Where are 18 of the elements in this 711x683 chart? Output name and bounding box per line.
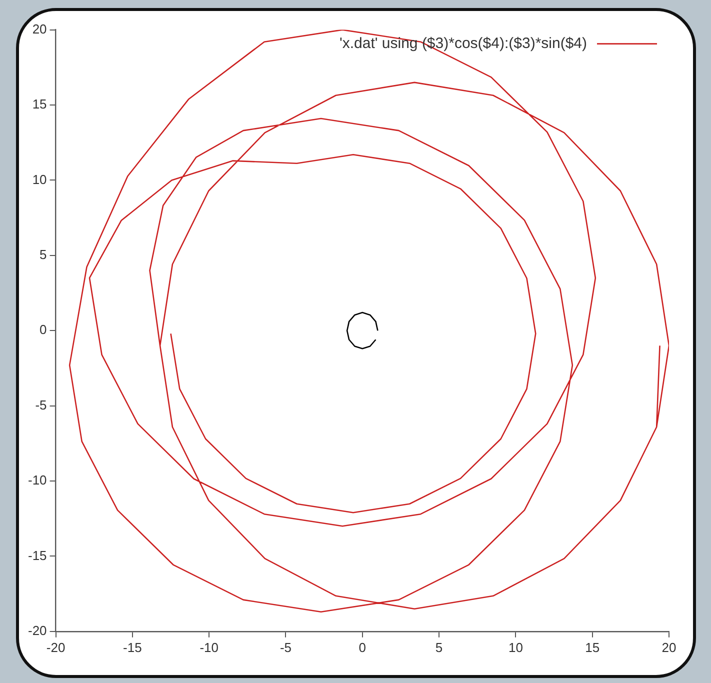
- legend-label: 'x.dat' using ($3)*cos($4):($3)*sin($4): [340, 34, 588, 52]
- y-tick-label: -20: [28, 622, 47, 638]
- y-tick-label: 20: [32, 21, 47, 36]
- y-tick-label: -10: [28, 472, 47, 488]
- x-tick-label: 15: [585, 640, 600, 655]
- x-tick-label: 5: [435, 640, 443, 655]
- x-tick-label: 0: [358, 640, 366, 655]
- y-tick-label: 15: [32, 96, 47, 112]
- x-tick-label: -10: [200, 640, 218, 655]
- y-tick-label: 0: [40, 322, 47, 338]
- x-tick-label: -5: [280, 640, 292, 655]
- y-tick-label: -5: [35, 397, 47, 412]
- y-tick-label: -15: [28, 548, 47, 563]
- y-tick-label: 5: [40, 246, 47, 262]
- x-tick-label: 20: [662, 640, 676, 655]
- x-tick-label: -15: [123, 640, 142, 655]
- x-tick-label: 10: [508, 640, 523, 655]
- y-tick-label: 10: [32, 172, 47, 187]
